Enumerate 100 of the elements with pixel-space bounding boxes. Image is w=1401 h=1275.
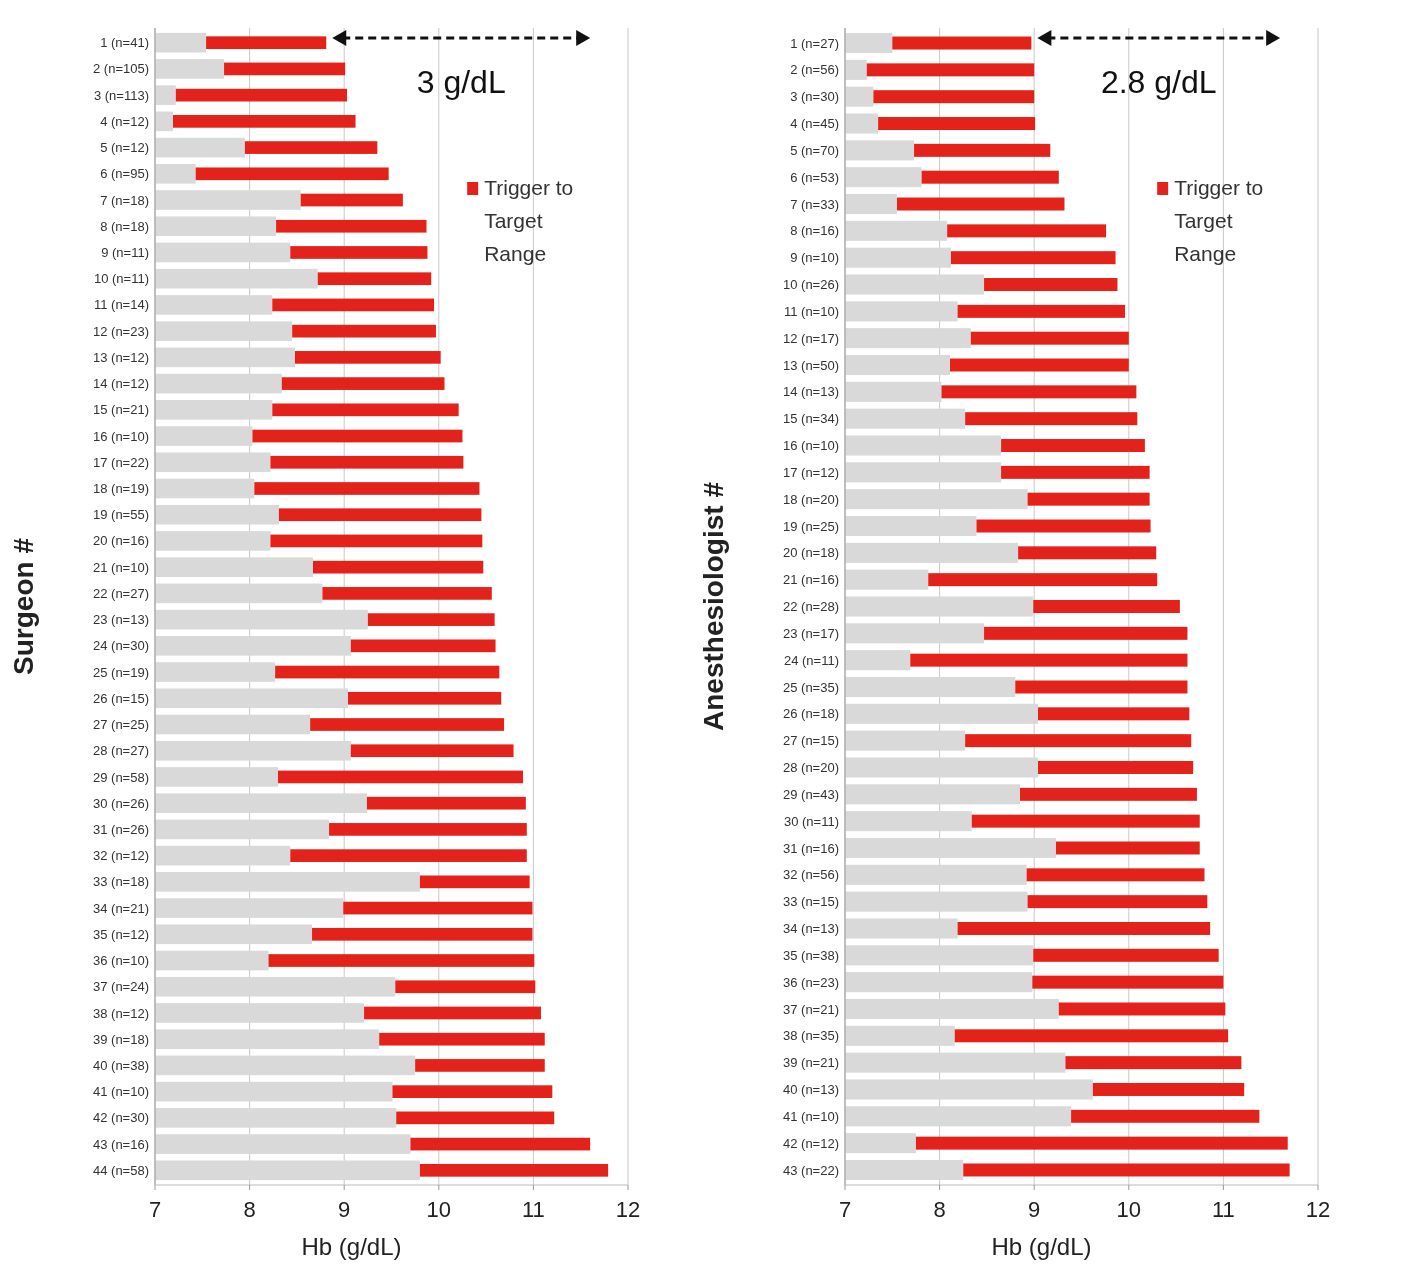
- y-tick-label: 33 (n=15): [782, 894, 839, 910]
- y-tick-label: 32 (n=12): [92, 848, 149, 864]
- y-tick-label: 16 (n=10): [782, 438, 839, 454]
- y-tick-label: 33 (n=18): [92, 874, 149, 890]
- y-tick-label: 19 (n=25): [782, 518, 839, 534]
- y-tick-label: 31 (n=26): [92, 821, 149, 837]
- x-tick-label: 11: [521, 1197, 545, 1222]
- y-tick-label: 17 (n=22): [92, 454, 149, 470]
- y-tick-label: 20 (n=16): [92, 533, 149, 549]
- annotation: 2.8 g/dL: [1100, 64, 1217, 100]
- y-tick-label: 35 (n=38): [782, 947, 839, 963]
- y-axis-title: Anesthesiologist #: [698, 481, 729, 731]
- x-tick-label: 9: [338, 1197, 351, 1222]
- y-tick-label: 43 (n=22): [782, 1162, 839, 1178]
- annotation: 3 g/dL: [416, 64, 506, 100]
- y-tick-label: 9 (n=11): [101, 245, 149, 261]
- y-tick-label: 34 (n=21): [92, 900, 149, 916]
- x-axis-title: Hb (g/dL): [301, 1233, 402, 1260]
- y-tick-label: 10 (n=11): [93, 271, 149, 287]
- y-tick-label: 37 (n=21): [782, 1001, 839, 1017]
- x-axis-title: Hb (g/dL): [991, 1233, 1092, 1260]
- y-tick-label: 9 (n=10): [790, 250, 839, 266]
- y-tick-label: 31 (n=16): [782, 840, 839, 856]
- x-tick-label: 9: [1028, 1197, 1041, 1222]
- y-tick-label: 18 (n=20): [782, 491, 839, 507]
- y-tick-label: 36 (n=10): [92, 953, 149, 969]
- y-tick-label: 14 (n=12): [92, 376, 149, 392]
- y-tick-label: 5 (n=12): [100, 140, 149, 156]
- y-tick-label: 38 (n=35): [782, 1028, 839, 1044]
- y-tick-label: 12 (n=17): [782, 330, 839, 346]
- y-tick-label: 24 (n=11): [783, 652, 839, 668]
- y-tick-label: 7 (n=33): [790, 196, 839, 212]
- legend-label: Trigger to Target Range: [1174, 175, 1264, 265]
- y-tick-label: 12 (n=23): [92, 323, 149, 339]
- x-tick-label: 7: [838, 1197, 852, 1222]
- y-tick-label: 25 (n=19): [92, 664, 149, 680]
- y-tick-label: 26 (n=15): [92, 690, 149, 706]
- y-tick-label: 30 (n=26): [92, 795, 149, 811]
- y-tick-label: 34 (n=13): [782, 921, 839, 937]
- y-tick-label: 1 (n=27): [790, 35, 839, 51]
- x-tick-label: 10: [1116, 1197, 1142, 1222]
- y-tick-label: 30 (n=11): [783, 813, 839, 829]
- y-tick-label: 23 (n=17): [782, 625, 839, 641]
- y-tick-label: 40 (n=38): [92, 1057, 149, 1073]
- y-tick-label: 10 (n=26): [782, 277, 839, 293]
- legend-label: Trigger to Target Range: [484, 175, 574, 265]
- y-tick-label: 6 (n=53): [790, 169, 839, 185]
- y-tick-label: 41 (n=10): [92, 1084, 149, 1100]
- y-tick-label: 7 (n=18): [100, 192, 149, 208]
- y-tick-label: 3 (n=30): [790, 89, 839, 105]
- y-tick-label: 28 (n=27): [92, 743, 149, 759]
- y-tick-label: 4 (n=45): [790, 116, 839, 132]
- y-tick-label: 41 (n=10): [782, 1108, 839, 1124]
- y-tick-label: 1 (n=41): [100, 35, 149, 51]
- y-tick-label: 6 (n=95): [100, 166, 149, 182]
- y-tick-label: 27 (n=25): [92, 717, 149, 733]
- y-tick-label: 8 (n=18): [100, 218, 149, 234]
- y-tick-label: 18 (n=19): [92, 481, 149, 497]
- y-tick-label: 39 (n=21): [782, 1055, 839, 1071]
- y-tick-label: 4 (n=12): [100, 113, 149, 129]
- y-tick-label: 13 (n=50): [782, 357, 839, 373]
- y-tick-label: 26 (n=18): [782, 706, 839, 722]
- y-tick-label: 3 (n=113): [93, 87, 149, 103]
- y-tick-label: 28 (n=20): [782, 760, 839, 776]
- x-tick-label: 8: [243, 1197, 256, 1222]
- y-tick-label: 23 (n=13): [92, 612, 149, 628]
- y-tick-label: 20 (n=18): [782, 545, 839, 561]
- y-tick-label: 24 (n=30): [92, 638, 149, 654]
- y-tick-label: 11 (n=14): [93, 297, 149, 313]
- y-tick-label: 29 (n=43): [782, 786, 839, 802]
- y-tick-label: 39 (n=18): [92, 1031, 149, 1047]
- y-tick-label: 19 (n=55): [92, 507, 149, 523]
- y-tick-label: 21 (n=10): [92, 559, 149, 575]
- y-tick-label: 42 (n=12): [782, 1135, 839, 1151]
- y-tick-label: 17 (n=12): [782, 464, 839, 480]
- y-tick-label: 40 (n=13): [782, 1082, 839, 1098]
- y-tick-label: 21 (n=16): [782, 572, 839, 588]
- y-tick-label: 27 (n=15): [782, 733, 839, 749]
- x-tick-label: 12: [1305, 1197, 1331, 1222]
- y-tick-label: 15 (n=34): [782, 411, 839, 427]
- y-tick-label: 22 (n=28): [782, 599, 839, 615]
- y-tick-label: 2 (n=56): [790, 62, 839, 78]
- y-tick-label: 38 (n=12): [92, 1005, 149, 1021]
- x-tick-label: 10: [426, 1197, 452, 1222]
- y-tick-label: 36 (n=23): [782, 974, 839, 990]
- y-tick-label: 11 (n=10): [783, 303, 839, 319]
- y-tick-label: 8 (n=16): [790, 223, 839, 239]
- y-tick-label: 37 (n=24): [92, 979, 149, 995]
- x-tick-label: 12: [615, 1197, 641, 1222]
- y-tick-label: 35 (n=12): [92, 926, 149, 942]
- y-tick-label: 25 (n=35): [782, 679, 839, 695]
- y-tick-label: 32 (n=56): [782, 867, 839, 883]
- y-tick-label: 13 (n=12): [92, 349, 149, 365]
- y-tick-label: 22 (n=27): [92, 585, 149, 601]
- y-tick-label: 2 (n=105): [92, 61, 149, 77]
- y-tick-label: 29 (n=58): [92, 769, 149, 785]
- y-tick-label: 5 (n=70): [790, 142, 839, 158]
- y-tick-label: 16 (n=10): [92, 428, 149, 444]
- x-tick-label: 11: [1211, 1197, 1235, 1222]
- y-tick-label: 43 (n=16): [92, 1136, 149, 1152]
